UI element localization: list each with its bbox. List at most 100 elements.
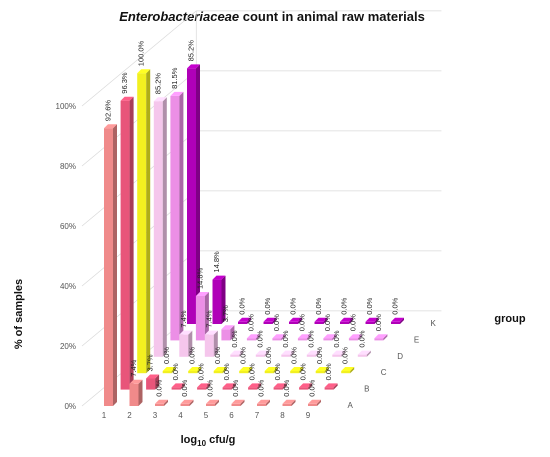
data-label: 7.4% <box>204 310 213 327</box>
y-axis-ticks: 0% 20% 40% 60% 80% 100% <box>56 102 76 411</box>
bar: 0.0% <box>222 363 236 390</box>
bar-side <box>129 96 134 390</box>
bar-front <box>299 387 309 390</box>
bar-side <box>204 292 209 341</box>
bar-side <box>324 367 329 374</box>
chart-title-italic: Enterobacteriaceae <box>119 9 239 24</box>
bar-front <box>365 321 375 324</box>
bar-top <box>263 317 277 322</box>
bar: 0.0% <box>340 297 353 324</box>
bar-side <box>366 350 371 357</box>
bar-front <box>323 338 333 341</box>
bar-top <box>137 69 151 74</box>
bar: 96.3% <box>120 72 134 390</box>
series-label: B <box>364 385 369 394</box>
bar-side <box>221 275 226 324</box>
data-label: 0.0% <box>297 314 306 331</box>
bar: 0.0% <box>246 314 260 341</box>
bar-side <box>317 399 321 406</box>
grid-line-side <box>81 10 197 107</box>
data-label: 0.0% <box>308 379 317 396</box>
bar: 85.2% <box>187 40 200 325</box>
bar: 0.0% <box>282 379 296 406</box>
bar-front <box>315 371 325 374</box>
bar-top <box>206 399 219 404</box>
bar-front <box>255 354 265 357</box>
bar-side <box>230 325 235 341</box>
data-label: 0.0% <box>299 363 308 380</box>
bar-front <box>248 387 258 390</box>
bar-top <box>365 317 379 322</box>
bar-top <box>239 367 253 371</box>
data-label: 0.0% <box>263 297 272 314</box>
data-label: 3.7% <box>221 305 230 322</box>
data-label: 0.0% <box>155 379 164 396</box>
bar: 0.0% <box>297 314 311 341</box>
bar-front <box>357 354 367 357</box>
bar-side <box>248 367 253 374</box>
bar-side <box>308 383 313 390</box>
bar: 81.5% <box>170 67 184 341</box>
bar-top <box>323 334 337 339</box>
chart-title: Enterobacteriaceae count in animal raw m… <box>119 9 425 24</box>
chart-title-rest: count in animal raw materials <box>239 9 425 24</box>
bar-front <box>314 321 324 324</box>
bar-side <box>272 317 277 324</box>
data-label: 0.0% <box>323 314 332 331</box>
bar: 0.0% <box>289 297 302 324</box>
bar-side <box>315 350 320 357</box>
data-label: 0.0% <box>341 347 350 364</box>
y-tick-label: 0% <box>64 402 76 411</box>
bar-top <box>221 325 235 330</box>
bar: 0.0% <box>263 297 277 324</box>
data-label: 0.0% <box>306 330 315 347</box>
bar-top <box>180 399 194 404</box>
bar-side <box>213 330 218 357</box>
series-C: 100.0%0.0% 0.0% 0.0% 0.0% 0.0% 0.0% 0.0% 0.0% <box>137 40 355 374</box>
bar-side <box>291 399 296 406</box>
data-label: 0.0% <box>180 379 189 396</box>
bar-front <box>282 403 292 406</box>
bar-side <box>188 330 193 357</box>
bar: 0.0% <box>299 363 313 390</box>
bar: 0.0% <box>374 314 388 341</box>
series-A: 92.6%7.4%0.0% 0.0% 0.0% 0.0% 0.0% 0.0% 0.0% <box>104 100 321 406</box>
bar: 0.0% <box>239 347 253 374</box>
data-label: 0.0% <box>391 297 400 314</box>
y-tick-label: 80% <box>60 162 76 171</box>
bar: 0.0% <box>315 347 329 374</box>
bar-side <box>247 317 251 324</box>
series-E: 81.5%14.8%3.7%0.0% 0.0% 0.0% 0.0% 0.0% 0.0% <box>170 67 388 341</box>
x-axis-ticks: 1 2 3 4 5 6 7 8 9 <box>102 411 311 420</box>
bar-side <box>282 383 287 390</box>
x-axis-label-rest: cfu/g <box>206 434 235 446</box>
bar-front <box>273 387 283 390</box>
data-label: 0.0% <box>365 297 374 314</box>
data-label: 0.0% <box>273 363 282 380</box>
bar-front <box>332 354 342 357</box>
bar-front <box>153 101 163 357</box>
data-label: 0.0% <box>289 297 298 314</box>
bar-front <box>188 371 198 374</box>
bar-front <box>289 321 298 324</box>
bar-side <box>266 399 270 406</box>
bar: 3.7% <box>146 354 160 390</box>
bar-top <box>238 317 251 322</box>
bar-front <box>348 338 358 341</box>
bar-top <box>264 367 278 371</box>
bar-front <box>306 354 316 357</box>
bar-top <box>146 374 160 379</box>
bar-top <box>179 330 193 335</box>
bar-top <box>391 317 404 322</box>
bar-side <box>189 399 194 406</box>
bar: 0.0% <box>273 363 287 390</box>
bar-side <box>215 399 219 406</box>
bar-top <box>340 317 353 322</box>
data-label: 0.0% <box>231 379 240 396</box>
bar: 0.0% <box>391 297 404 324</box>
x-tick-label: 2 <box>127 411 132 420</box>
series-labels: K E D C B A <box>348 319 437 410</box>
bar: 0.0% <box>180 379 194 406</box>
data-label: 0.0% <box>272 314 281 331</box>
bar-side <box>206 383 211 390</box>
